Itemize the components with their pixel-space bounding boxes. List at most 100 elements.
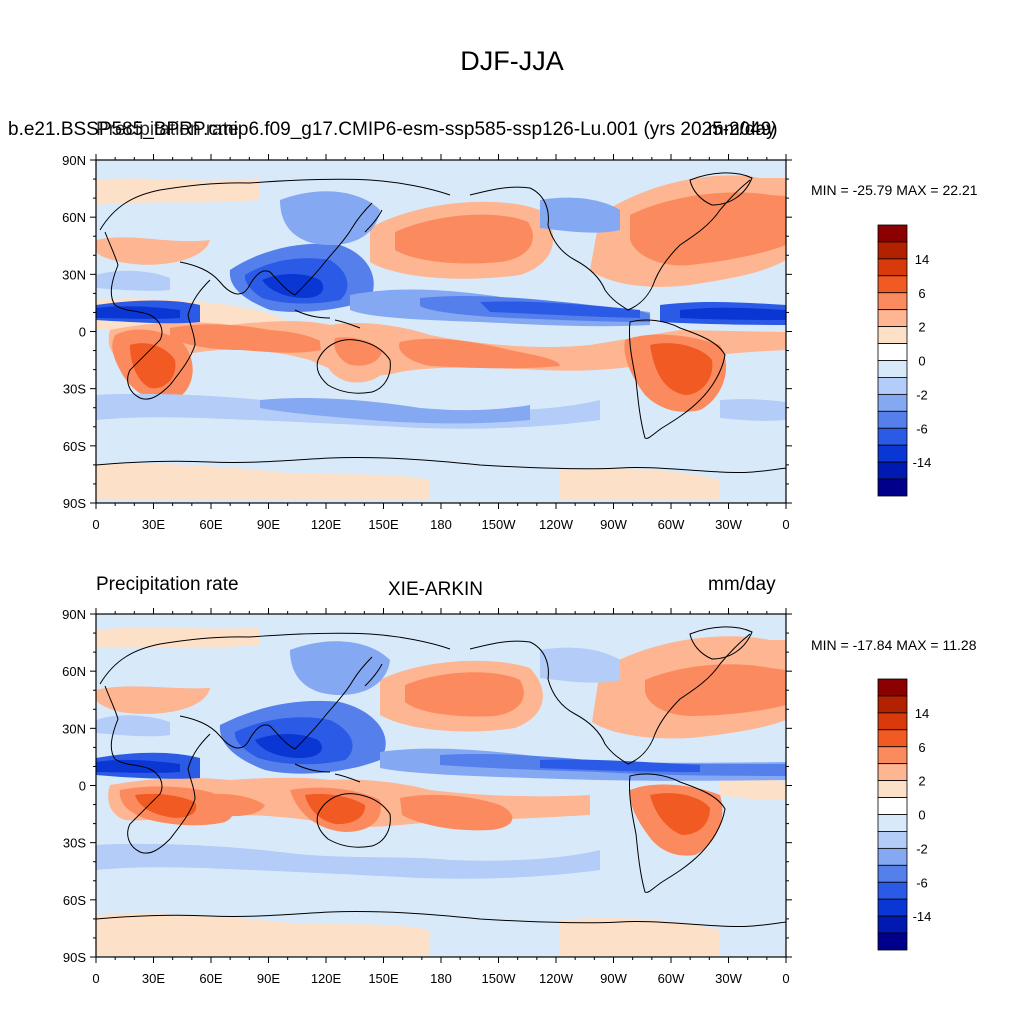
panel2-coastlines [96, 626, 786, 928]
panel1-ticks: 90N 60N 30N 0 30S 60S 90S 0 30E 60E 90E 120E 150E 180… [62, 153, 792, 532]
panel2-minmax: MIN = -17.84 MAX = 11.28 [811, 637, 977, 653]
panel2-colorbar-box [877, 763, 908, 782]
panel1-colorbar-box [877, 275, 908, 294]
panel1-colorbar-box [877, 360, 908, 378]
panel1-overlap-label: b.e21.BSSP585_BPRP.cmip6.f09_g17.CMIP6-e… [8, 119, 778, 140]
panel1-colorbar-box [877, 427, 908, 446]
panel1-colorbar-box [877, 461, 908, 480]
panel1-lon-tick-label: 180 [430, 517, 452, 532]
panel1-colorbar-box [877, 224, 908, 243]
panel1-colorbar-label: -6 [916, 421, 928, 436]
panel2-lon-tick-label: 60E [199, 971, 222, 986]
panel2-lon-tick-label: 90W [600, 971, 627, 986]
panel1-colorbar-box [877, 478, 908, 497]
panel2-lon-tick-label: 90E [257, 971, 280, 986]
panel2-colorbar-box [877, 797, 908, 815]
panel2-colorbar-box [877, 729, 908, 748]
panel2-lon-tick-label: 150E [368, 971, 399, 986]
panel1-colorbar-label: -14 [913, 455, 932, 470]
panel2-lat-tick-label: 0 [79, 779, 86, 794]
panel2-colorbar-box [877, 831, 908, 849]
panel2-precip-field [96, 627, 786, 955]
panel1-precip-field [96, 175, 786, 500]
panel2-lon-tick-label: 60W [658, 971, 685, 986]
panel1-units-label: mm/day [708, 119, 776, 140]
panel2-colorbar-label: 6 [918, 740, 925, 755]
panel2-lon-tick-label: 150W [482, 971, 517, 986]
panel1-lon-tick-label: 120E [311, 517, 342, 532]
panel1-colorbar-box [877, 326, 908, 344]
panel2-lat-tick-label: 30N [62, 721, 86, 736]
panel1-lon-tick-label: 30E [142, 517, 165, 532]
panel1-colorbar-box [877, 258, 908, 277]
panel2-colorbar-box [877, 915, 908, 934]
panel1-colorbar-box [877, 309, 908, 328]
panel2-ticks: 90N 60N 30N 0 30S 60S 90S 0 30E 60E 90E 120E 150E 180… [62, 607, 792, 986]
panel2-lon-tick-label: 0 [92, 971, 99, 986]
panel1-lat-tick-label: 90S [63, 496, 86, 511]
panel2-map: 90N 60N 30N 0 30S 60S 90S 0 30E 60E 90E 120E 150E 180… [62, 607, 792, 986]
panel1-colorbar-box [877, 377, 908, 395]
panel2-lon-tick-label: 180 [430, 971, 452, 986]
panel1-map: 90N 60N 30N 0 30S 60S 90S 0 30E 60E 90E 120E 150E 180… [62, 153, 792, 532]
panel1-lon-tick-label: 0 [782, 517, 789, 532]
panel2-colorbar-box [877, 881, 908, 900]
panel1-colorbar-label: 14 [915, 252, 929, 267]
panel1-colorbar-box [877, 292, 908, 311]
panel1-colorbar: 14 6 2 0 -2 -6 -14 [877, 224, 932, 497]
panel2-colorbar-box [877, 746, 908, 765]
panel1-lat-tick-label: 60S [63, 439, 86, 454]
panel1-lat-tick-label: 60N [62, 210, 86, 225]
panel2-colorbar-label: -2 [916, 841, 928, 856]
panel1-lat-tick-label: 30S [63, 382, 86, 397]
panel1-minmax: MIN = -25.79 MAX = 22.21 [811, 182, 978, 198]
panel2-lon-tick-label: 30E [142, 971, 165, 986]
panel1-colorbar-box [877, 241, 908, 260]
panel1-colorbar-label: -2 [916, 387, 928, 402]
panel2-colorbar-box [877, 780, 908, 798]
panel1-lon-tick-label: 120W [539, 517, 574, 532]
panel1-colorbar-label: 0 [918, 354, 925, 369]
panel1-lon-tick-label: 0 [92, 517, 99, 532]
panel1-left-label: Precipitation rate [96, 119, 239, 140]
panel2-lat-tick-label: 90N [62, 607, 86, 622]
panel2-colorbar-label: -14 [913, 909, 932, 924]
figure-title: DJF-JJA [460, 46, 564, 76]
panel1-lon-tick-label: 150W [482, 517, 517, 532]
panel1-lon-tick-label: 60W [658, 517, 685, 532]
panel2-colorbar-box [877, 814, 908, 832]
panel1-colorbar-box [877, 444, 908, 463]
panel1-colorbar-box [877, 393, 908, 412]
panel2-center-label: XIE-ARKIN [388, 579, 484, 600]
panel1-lat-tick-label: 90N [62, 153, 86, 168]
panel2-colorbar: 14 6 2 0 -2 -6 -14 [877, 678, 932, 951]
panel1-lon-tick-label: 90W [600, 517, 627, 532]
panel1-lon-tick-label: 90E [257, 517, 280, 532]
panel2-colorbar-box [877, 864, 908, 883]
panel2-lat-tick-label: 60S [63, 893, 86, 908]
panel2-colorbar-label: 2 [918, 774, 925, 789]
panel2-lon-tick-label: 120W [539, 971, 574, 986]
panel1-colorbar-label: 6 [918, 286, 925, 301]
panel1-lon-tick-label: 30W [715, 517, 742, 532]
panel2-lat-tick-label: 90S [63, 950, 86, 965]
panel2-colorbar-box [877, 695, 908, 714]
panel2-left-label: Precipitation rate [96, 574, 239, 595]
panel1-lon-tick-label: 60E [199, 517, 222, 532]
panel1-colorbar-box [877, 410, 908, 429]
panel1-lon-tick-label: 150E [368, 517, 399, 532]
panel2-lat-tick-label: 60N [62, 664, 86, 679]
panel2-lon-tick-label: 30W [715, 971, 742, 986]
panel1-coastlines [96, 172, 786, 474]
panel2-colorbar-box [877, 678, 908, 697]
panel2-units-label: mm/day [708, 574, 776, 595]
panel1-lat-tick-label: 0 [79, 325, 86, 340]
panel2-colorbar-label: -6 [916, 875, 928, 890]
panel2-colorbar-box [877, 847, 908, 866]
panel2-colorbar-label: 14 [915, 706, 929, 721]
panel1-lat-tick-label: 30N [62, 267, 86, 282]
panel2-colorbar-box [877, 932, 908, 951]
panel2-colorbar-box [877, 712, 908, 731]
panel2-colorbar-label: 0 [918, 808, 925, 823]
panel1-colorbar-box [877, 343, 908, 361]
